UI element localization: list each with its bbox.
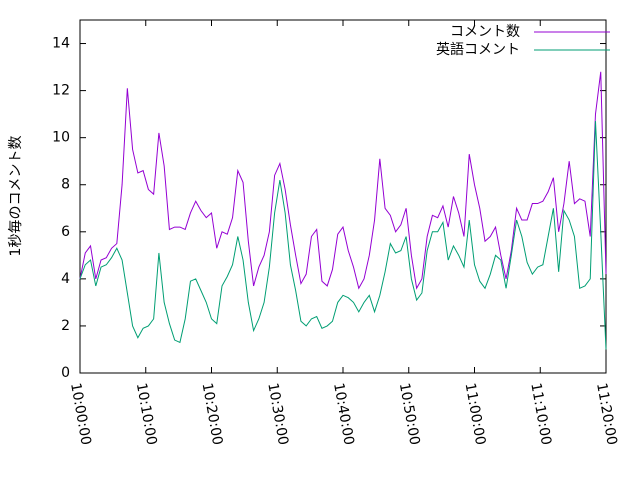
x-tick-label: 10:30:00 <box>264 382 291 447</box>
y-tick-label: 14 <box>52 36 70 52</box>
x-tick-label: 10:20:00 <box>199 382 226 447</box>
y-tick-label: 0 <box>61 365 70 381</box>
legend-label: コメント数 <box>450 24 520 40</box>
series-line <box>79 121 607 350</box>
series-line <box>79 71 607 290</box>
y-tick-label: 6 <box>61 224 70 240</box>
y-axis-label: 1秒毎のコメント数 <box>8 136 24 257</box>
legend-label: 英語コメント <box>436 41 520 58</box>
y-tick-label: 12 <box>52 83 70 99</box>
x-tick-label: 10:10:00 <box>133 382 160 447</box>
x-tick-label: 11:20:00 <box>593 382 620 447</box>
y-tick-label: 4 <box>61 271 70 287</box>
y-tick-label: 2 <box>61 318 70 334</box>
y-tick-label: 10 <box>52 130 70 146</box>
plot-border <box>79 19 607 374</box>
x-tick-label: 10:40:00 <box>330 382 357 447</box>
y-tick-label: 8 <box>61 177 70 193</box>
x-tick-label: 11:10:00 <box>527 382 554 447</box>
x-tick-label: 11:00:00 <box>462 382 489 447</box>
x-tick-label: 10:00:00 <box>67 382 94 447</box>
x-tick-label: 10:50:00 <box>396 382 423 447</box>
